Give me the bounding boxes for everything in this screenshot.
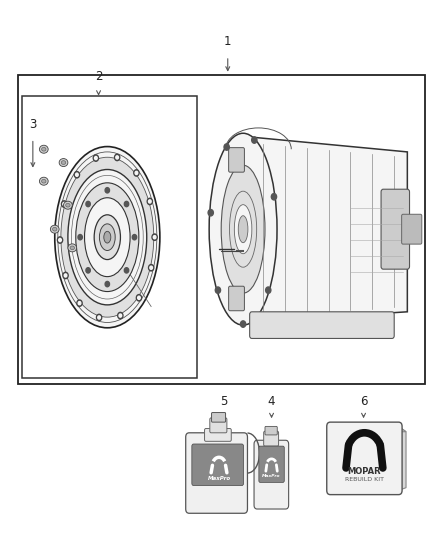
Ellipse shape (61, 157, 154, 317)
Circle shape (98, 316, 100, 319)
Circle shape (240, 321, 246, 327)
FancyBboxPatch shape (264, 431, 279, 446)
Circle shape (76, 173, 78, 176)
FancyBboxPatch shape (212, 413, 226, 422)
Circle shape (86, 268, 90, 273)
Circle shape (138, 296, 140, 300)
Ellipse shape (234, 205, 252, 254)
Circle shape (77, 300, 82, 306)
Circle shape (148, 200, 151, 203)
Ellipse shape (61, 161, 66, 164)
Text: 2: 2 (95, 70, 102, 83)
Circle shape (134, 169, 139, 176)
Polygon shape (330, 426, 406, 432)
Circle shape (114, 154, 120, 160)
Ellipse shape (231, 195, 255, 264)
Ellipse shape (76, 183, 139, 292)
Ellipse shape (209, 133, 277, 325)
Ellipse shape (55, 147, 160, 328)
Circle shape (96, 314, 102, 321)
Circle shape (61, 201, 67, 207)
Ellipse shape (99, 224, 115, 251)
FancyBboxPatch shape (381, 189, 410, 269)
Text: 1: 1 (224, 35, 232, 48)
Text: 5: 5 (220, 395, 227, 408)
Ellipse shape (221, 165, 265, 293)
Text: MaxPro: MaxPro (262, 474, 281, 478)
Text: MaxPro: MaxPro (208, 475, 230, 481)
Text: 6: 6 (360, 395, 367, 408)
Ellipse shape (85, 198, 130, 277)
FancyBboxPatch shape (229, 148, 244, 172)
Circle shape (105, 281, 110, 287)
Ellipse shape (66, 203, 70, 207)
Circle shape (74, 172, 80, 178)
Ellipse shape (53, 227, 57, 231)
Circle shape (59, 238, 61, 241)
Circle shape (116, 156, 118, 159)
FancyBboxPatch shape (327, 422, 402, 495)
FancyBboxPatch shape (259, 446, 284, 482)
Ellipse shape (42, 147, 46, 151)
FancyBboxPatch shape (186, 433, 247, 513)
Circle shape (57, 237, 63, 243)
Circle shape (147, 198, 152, 205)
Ellipse shape (68, 244, 77, 252)
FancyBboxPatch shape (265, 426, 277, 435)
Circle shape (136, 295, 141, 301)
Ellipse shape (238, 216, 248, 243)
Circle shape (63, 203, 65, 206)
Circle shape (215, 287, 221, 293)
Ellipse shape (70, 246, 74, 249)
Circle shape (152, 234, 157, 240)
Ellipse shape (104, 231, 111, 243)
Circle shape (78, 235, 82, 240)
Circle shape (265, 287, 271, 293)
Text: MOPAR: MOPAR (348, 467, 381, 476)
Ellipse shape (230, 191, 257, 267)
FancyBboxPatch shape (192, 444, 244, 486)
Circle shape (252, 137, 257, 143)
FancyBboxPatch shape (205, 429, 231, 441)
Circle shape (78, 302, 81, 305)
Ellipse shape (68, 169, 147, 305)
FancyBboxPatch shape (210, 418, 227, 433)
Circle shape (132, 235, 137, 240)
Polygon shape (399, 426, 406, 490)
Circle shape (119, 314, 122, 317)
Circle shape (153, 236, 156, 239)
Ellipse shape (94, 215, 120, 260)
Circle shape (271, 193, 276, 200)
Circle shape (95, 157, 97, 160)
Text: 4: 4 (268, 395, 276, 408)
Ellipse shape (39, 145, 48, 154)
Ellipse shape (50, 225, 59, 233)
Circle shape (150, 266, 152, 269)
Circle shape (124, 201, 129, 207)
Text: REBUILD KIT: REBUILD KIT (345, 477, 384, 482)
Circle shape (224, 144, 230, 150)
FancyBboxPatch shape (229, 286, 244, 311)
Ellipse shape (64, 201, 72, 209)
FancyBboxPatch shape (402, 214, 422, 244)
Circle shape (64, 274, 67, 277)
Ellipse shape (39, 177, 48, 185)
Circle shape (135, 171, 138, 174)
Circle shape (208, 209, 213, 216)
Circle shape (86, 201, 90, 207)
Circle shape (124, 268, 129, 273)
FancyBboxPatch shape (254, 440, 289, 509)
Text: 3: 3 (29, 118, 36, 131)
Ellipse shape (42, 179, 46, 183)
Polygon shape (239, 136, 407, 322)
Ellipse shape (238, 214, 249, 245)
Ellipse shape (59, 159, 68, 166)
Circle shape (118, 312, 123, 319)
Circle shape (105, 188, 110, 193)
FancyBboxPatch shape (250, 312, 394, 338)
Circle shape (148, 264, 154, 271)
Circle shape (93, 155, 99, 161)
Circle shape (63, 272, 68, 279)
